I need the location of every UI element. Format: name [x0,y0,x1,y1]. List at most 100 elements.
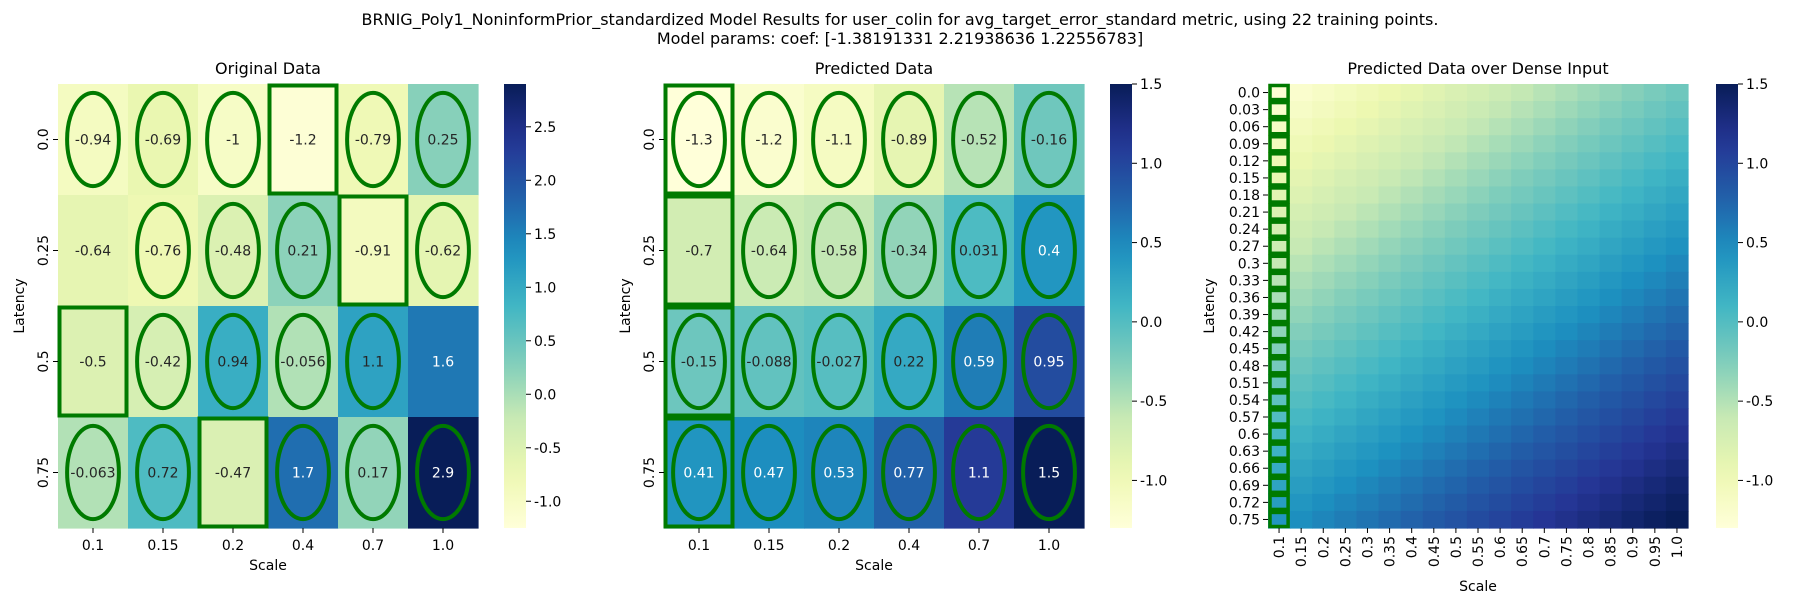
heatmap-cell [1489,374,1512,392]
heatmap-cell [1577,493,1601,512]
heatmap-cell [1312,442,1335,461]
heatmap-cell [1444,442,1468,461]
cell-value-label: -0.58 [821,244,857,260]
heatmap-cell [1665,459,1689,478]
heatmap-cell [1665,374,1689,392]
heatmap-cell [1356,271,1380,290]
heatmap-cell [1511,306,1534,324]
heatmap-cell [1444,374,1468,392]
heatmap-cell [1577,84,1601,102]
cell-value-label: 0.47 [753,466,784,482]
heatmap-cell [1621,340,1645,358]
heatmap-cell [1621,357,1645,375]
heatmap-cell [1665,271,1689,290]
heatmap-cell [1621,323,1645,341]
heatmap-cell [1356,101,1380,119]
heatmap-cell [1378,340,1402,358]
training-point-ellipse [741,90,797,189]
heatmap-cell [338,84,409,196]
heatmap-cell [1444,152,1468,170]
heatmap-cell [1511,220,1534,239]
heatmap-cell [874,306,945,418]
training-point-marker [1268,186,1290,204]
x-tick-label: 1.0 [1670,536,1686,558]
heatmap-cell [1268,254,1291,273]
heatmap-cell [1268,425,1291,444]
heatmap-cell [1422,408,1446,427]
heatmap-cell [268,195,339,307]
figure-title-line2: Model params: coef: [-1.38191331 2.21938… [656,29,1144,48]
heatmap-cell [1312,288,1335,307]
heatmap-cell [1334,220,1358,239]
heatmap-cell [1511,340,1534,358]
training-point-ellipse [205,201,261,300]
heatmap-cell [1643,118,1667,136]
panel-predicted-data: -1.3 -1.2 -1.1 -0.89 -0.52 -0.16 -0.7 -0.64 -0.5… [618,59,1167,574]
heatmap-cell [1356,340,1380,358]
training-point-marker [1268,220,1290,238]
heatmap-cell [1599,186,1623,205]
heatmap-cell [1290,118,1313,136]
heatmap-cell [1290,84,1313,102]
heatmap-cell [1268,186,1291,205]
training-point-ellipse [671,423,727,522]
heatmap-cell [664,195,735,307]
y-tick-label: 0.18 [1229,188,1260,204]
heatmap-cell [1290,186,1313,205]
heatmap-cell [1378,408,1402,427]
heatmap-cell [1444,357,1468,375]
heatmap-cell [1533,357,1556,375]
heatmap-cell [944,417,1015,529]
heatmap-cell [1356,442,1380,461]
cell-value-label: 1.6 [432,355,454,371]
heatmap-cell [1643,459,1667,478]
heatmap-cell [1577,203,1601,222]
training-point-ellipse [671,90,727,189]
heatmap-cell [1577,271,1601,290]
cell-value-label: 0.95 [1033,355,1064,371]
heatmap-cell [1555,84,1579,102]
heatmap-cell [1577,135,1601,153]
heatmap-cell [1400,374,1424,392]
heatmap-cell [1290,169,1313,188]
heatmap-cell [1334,323,1358,341]
cell-value-label: -1.2 [755,133,782,149]
heatmap-cell [408,306,479,418]
training-point-marker [1268,237,1290,256]
heatmap-cell [1577,476,1601,495]
heatmap-cell [1665,101,1689,119]
heatmap-cell [1334,118,1358,136]
heatmap-cell [1466,510,1490,529]
heatmap-cell [1312,118,1335,136]
heatmap-cell [1466,476,1490,495]
x-tick-label: 0.2 [828,538,850,554]
heatmap-cell [1621,459,1645,478]
training-point-marker [1268,391,1290,409]
heatmap-cell [1555,340,1579,358]
heatmap-cell [1378,220,1402,239]
training-point-ellipse [811,90,867,189]
training-point-ellipse [811,201,867,300]
colorbar-tick-label: -0.5 [1140,394,1167,410]
heatmap-cell [1312,510,1335,529]
heatmap-cell [1444,306,1468,324]
heatmap-cell [1665,152,1689,170]
heatmap-cell [1511,186,1534,205]
training-point-marker [1268,510,1290,529]
cell-value-label: 0.41 [683,466,714,482]
cell-value-label: -0.91 [355,244,391,260]
y-tick-label: 0.69 [1229,478,1260,494]
heatmap-cell [1599,101,1623,119]
heatmap-cell [1422,459,1446,478]
training-point-marker [1268,442,1290,460]
heatmap-cell [874,84,945,196]
heatmap-cell [1290,510,1313,529]
heatmap-cell [1621,442,1645,461]
cell-value-label: -0.69 [145,133,181,149]
y-tick-label: 0.66 [1229,461,1260,477]
heatmap-cell [1555,476,1579,495]
heatmap-cell [1334,476,1358,495]
heatmap-cell [1643,220,1667,239]
colorbar [1110,84,1132,528]
